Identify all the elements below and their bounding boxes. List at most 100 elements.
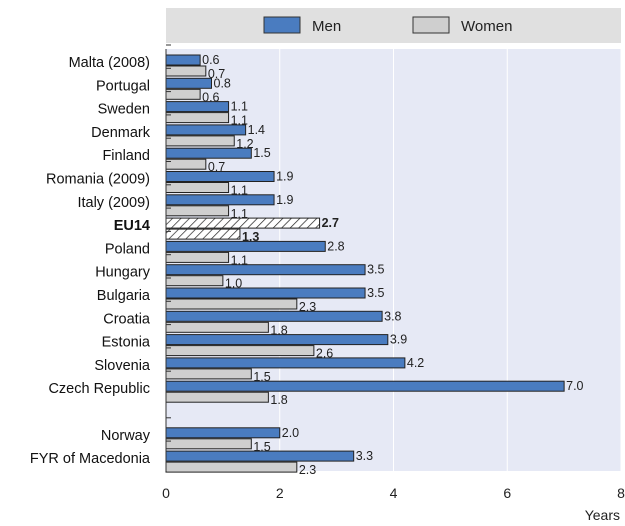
data-label-men: 2.0 (282, 426, 299, 440)
bar-men (165, 380, 565, 392)
bar-women (165, 321, 269, 333)
bar-women (165, 438, 252, 450)
data-label-men: 2.8 (327, 239, 344, 253)
bar-men (165, 124, 247, 136)
data-label-men: 3.5 (367, 286, 384, 300)
x-axis-ticks: 0 2 4 6 8 (162, 485, 625, 501)
data-label-men: 0.6 (202, 53, 219, 67)
x-tick-label-6: 6 (503, 485, 511, 501)
data-label-women: 1.1 (231, 253, 248, 267)
bar-women (165, 65, 207, 77)
legend-swatch-men (263, 16, 301, 34)
data-label-women: 1.8 (270, 393, 287, 407)
category-label: Poland (105, 241, 150, 257)
legend-label-men: Men (312, 18, 341, 35)
legend-label-women: Women (461, 18, 512, 35)
category-labels: Malta (2008) Portugal Sweden Denmark Finland… (30, 44, 171, 467)
category-label: Sweden (98, 102, 150, 118)
data-label-men: 1.5 (253, 146, 270, 160)
category-label: Italy (2009) (77, 195, 150, 211)
data-label-women: 1.5 (253, 370, 270, 384)
data-label-women: 0.7 (208, 160, 225, 174)
category-label: Malta (2008) (69, 55, 150, 71)
data-label-men: 0.8 (214, 76, 231, 90)
legend-swatch-women (412, 16, 450, 34)
data-label-women: 0.6 (202, 90, 219, 104)
category-label: Denmark (91, 125, 151, 141)
category-label: Romania (2009) (46, 172, 150, 188)
data-label-women: 2.6 (316, 347, 333, 361)
bar-men (165, 240, 326, 252)
x-tick-label-2: 2 (276, 485, 284, 501)
data-label-women: 0.7 (208, 67, 225, 81)
bar-women (165, 228, 241, 240)
category-label: Estonia (102, 335, 151, 351)
category-label: Bulgaria (97, 288, 151, 304)
gridlines (279, 49, 622, 471)
data-label-men: 4.2 (407, 356, 424, 370)
data-label-men: 3.5 (367, 263, 384, 277)
data-label-men: 3.8 (384, 309, 401, 323)
data-label-men: 1.4 (248, 123, 265, 137)
data-label-men: 1.1 (231, 100, 248, 114)
category-label: Portugal (96, 78, 150, 94)
category-label: EU14 (114, 218, 150, 234)
data-label-men: 1.9 (276, 170, 293, 184)
data-label-women: 2.3 (299, 300, 316, 314)
category-label: Hungary (95, 265, 151, 281)
bar-women (165, 135, 235, 147)
bar-men (165, 310, 383, 322)
x-tick-label-8: 8 (617, 485, 625, 501)
category-label: Slovenia (94, 358, 151, 374)
category-label: Norway (101, 428, 151, 444)
data-label-men: 2.7 (322, 216, 339, 230)
bar-men (165, 217, 321, 229)
bar-women (165, 461, 298, 473)
legend-background (166, 8, 621, 43)
x-tick-label-0: 0 (162, 485, 170, 501)
data-label-women: 1.2 (236, 137, 253, 151)
data-label-women: 2.3 (299, 463, 316, 477)
bar-men (165, 357, 406, 369)
bar-women (165, 368, 252, 380)
bar-men (165, 101, 230, 113)
data-label-men: 3.9 (390, 333, 407, 347)
bar-women (165, 298, 298, 310)
bar-women (165, 275, 224, 287)
bar-women (165, 88, 201, 100)
bar-men (165, 171, 275, 182)
bar-men (165, 287, 366, 299)
data-label-men: 3.3 (356, 449, 373, 463)
x-tick-label-4: 4 (390, 485, 398, 501)
bar-men (165, 427, 281, 439)
bar-men (165, 450, 355, 462)
data-label-women: 1.1 (231, 114, 248, 128)
category-label: Finland (102, 148, 150, 164)
legend: Men Women (263, 16, 512, 35)
data-label-women: 1.1 (231, 207, 248, 221)
bar-men (165, 54, 201, 66)
data-label-men: 1.9 (276, 193, 293, 207)
bar-men (165, 334, 389, 346)
bar-women (165, 391, 269, 403)
bar-women (165, 205, 230, 217)
bars: 0.60.70.80.61.11.11.41.21.50.71.91.11.91… (165, 53, 584, 477)
data-label-men: 7.0 (566, 379, 583, 393)
category-label: FYR of Macedonia (30, 451, 151, 467)
data-label-women: 1.1 (231, 184, 248, 198)
bar-men (165, 264, 366, 276)
bar-men (165, 147, 252, 159)
bar-women (165, 251, 230, 263)
category-label: Croatia (103, 311, 151, 327)
bar-women (165, 182, 230, 193)
bar-women (165, 158, 207, 170)
x-axis-label: Years (585, 507, 620, 523)
data-label-women: 1.3 (242, 230, 259, 244)
bar-women (165, 112, 230, 124)
bar-women (165, 345, 315, 357)
bar-men (165, 194, 275, 206)
data-label-women: 1.8 (270, 323, 287, 337)
data-label-women: 1.0 (225, 277, 242, 291)
category-label: Czech Republic (48, 381, 150, 397)
